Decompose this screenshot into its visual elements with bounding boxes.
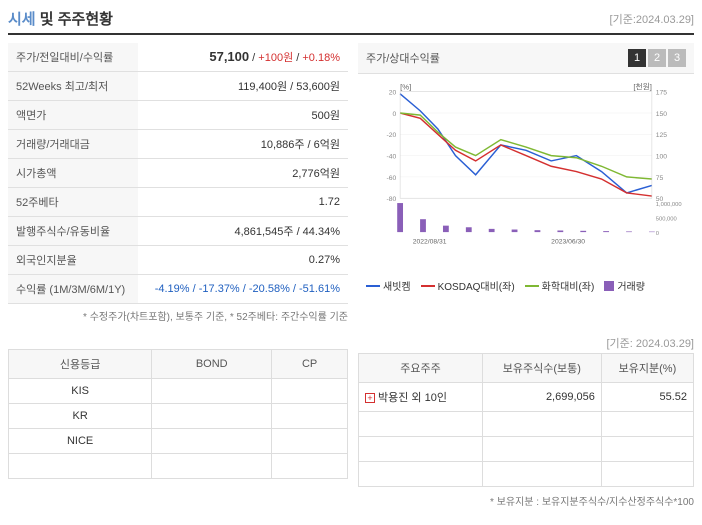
legend-item: KOSDAQ대비(좌)	[421, 278, 515, 293]
info-value: 1.72	[138, 188, 348, 217]
info-value: 2,776억원	[138, 159, 348, 188]
shareholder-header: 주요주주	[359, 354, 483, 383]
svg-text:[천원]: [천원]	[633, 82, 652, 92]
chart-tab-1[interactable]: 1	[628, 49, 646, 67]
credit-header: CP	[272, 350, 348, 379]
chart-tabs: 123	[628, 49, 686, 67]
info-value: 0.27%	[138, 246, 348, 275]
shareholders-date: [기준: 2024.03.29]	[358, 335, 694, 351]
svg-text:[%]: [%]	[400, 83, 411, 92]
expand-icon[interactable]: +	[365, 393, 375, 403]
shareholder-shares: 2,699,056	[482, 383, 601, 412]
svg-text:175: 175	[656, 90, 668, 97]
credit-cell	[272, 404, 348, 429]
credit-cell: NICE	[9, 429, 152, 454]
info-value: 10,886주 / 6억원	[138, 130, 348, 159]
credit-cell	[152, 379, 272, 404]
title-rest: 및 주주현황	[36, 11, 113, 28]
shareholder-pct: 55.52	[601, 383, 693, 412]
credit-cell: KIS	[9, 379, 152, 404]
basis-date: [기준:2024.03.29]	[610, 11, 694, 27]
svg-text:500,000: 500,000	[656, 216, 677, 222]
info-value: 57,100 / +100원 / +0.18%	[138, 43, 348, 72]
legend-item: 화학대비(좌)	[525, 278, 595, 293]
svg-text:125: 125	[656, 132, 668, 139]
svg-text:0: 0	[392, 111, 396, 118]
legend-item: 거래량	[604, 278, 645, 293]
credit-cell	[152, 404, 272, 429]
info-value: -4.19% / -17.37% / -20.58% / -51.61%	[138, 275, 348, 304]
credit-cell	[152, 429, 272, 454]
credit-rating-table: 신용등급BONDCP KIS KR NICE	[8, 349, 348, 479]
svg-text:0: 0	[656, 231, 659, 237]
credit-cell	[272, 429, 348, 454]
bottom-footnote: * 보유지분 : 보유지분주식수/지수산정주식수*100	[8, 493, 694, 508]
svg-text:2023/06/30: 2023/06/30	[551, 239, 585, 246]
shareholders-table: 주요주주보유주식수(보통)보유지분(%) +박용진 외 10인2,699,056…	[358, 353, 694, 487]
svg-text:-40: -40	[386, 154, 396, 161]
info-value: 4,861,545주 / 44.34%	[138, 217, 348, 246]
shareholder-name: +박용진 외 10인	[359, 383, 483, 412]
legend-item: 새빗켐	[366, 278, 411, 293]
credit-cell	[272, 379, 348, 404]
info-label: 52Weeks 최고/최저	[8, 72, 138, 101]
svg-text:100: 100	[656, 154, 668, 161]
svg-text:150: 150	[656, 111, 668, 118]
info-label: 외국인지분율	[8, 246, 138, 275]
svg-text:2022/08/31: 2022/08/31	[413, 239, 447, 246]
svg-text:-20: -20	[386, 132, 396, 139]
svg-text:20: 20	[389, 90, 397, 97]
credit-header: 신용등급	[9, 350, 152, 379]
chart-tab-3[interactable]: 3	[668, 49, 686, 67]
shareholder-header: 보유지분(%)	[601, 354, 693, 383]
info-footnote: * 수정주가(차트포함), 보통주 기준, * 52주베타: 주간수익률 기준	[8, 308, 348, 323]
stock-info-table: 주가/전일대비/수익률57,100 / +100원 / +0.18%52Week…	[8, 43, 348, 304]
svg-text:1,000,000: 1,000,000	[656, 202, 682, 208]
info-value: 119,400원 / 53,600원	[138, 72, 348, 101]
info-value: 500원	[138, 101, 348, 130]
info-label: 발행주식수/유동비율	[8, 217, 138, 246]
credit-header: BOND	[152, 350, 272, 379]
chart-tab-2[interactable]: 2	[648, 49, 666, 67]
info-label: 수익률 (1M/3M/6M/1Y)	[8, 275, 138, 304]
section-title: 시세 및 주주현황	[8, 8, 113, 29]
chart-title: 주가/상대수익률	[366, 50, 440, 66]
info-label: 액면가	[8, 101, 138, 130]
credit-cell: KR	[9, 404, 152, 429]
svg-text:-80: -80	[386, 196, 396, 203]
shareholder-header: 보유주식수(보통)	[482, 354, 601, 383]
info-label: 거래량/거래대금	[8, 130, 138, 159]
svg-text:75: 75	[656, 175, 664, 182]
info-label: 주가/전일대비/수익률	[8, 43, 138, 72]
credit-spacer	[8, 335, 348, 347]
chart-legend: 새빗켐 KOSDAQ대비(좌) 화학대비(좌) 거래량	[358, 274, 694, 297]
info-label: 시가총액	[8, 159, 138, 188]
info-label: 52주베타	[8, 188, 138, 217]
svg-text:-60: -60	[386, 175, 396, 182]
chart-area: [%][천원]200-20-40-60-8017515012510075501,…	[358, 74, 694, 274]
title-highlight: 시세	[8, 11, 36, 28]
